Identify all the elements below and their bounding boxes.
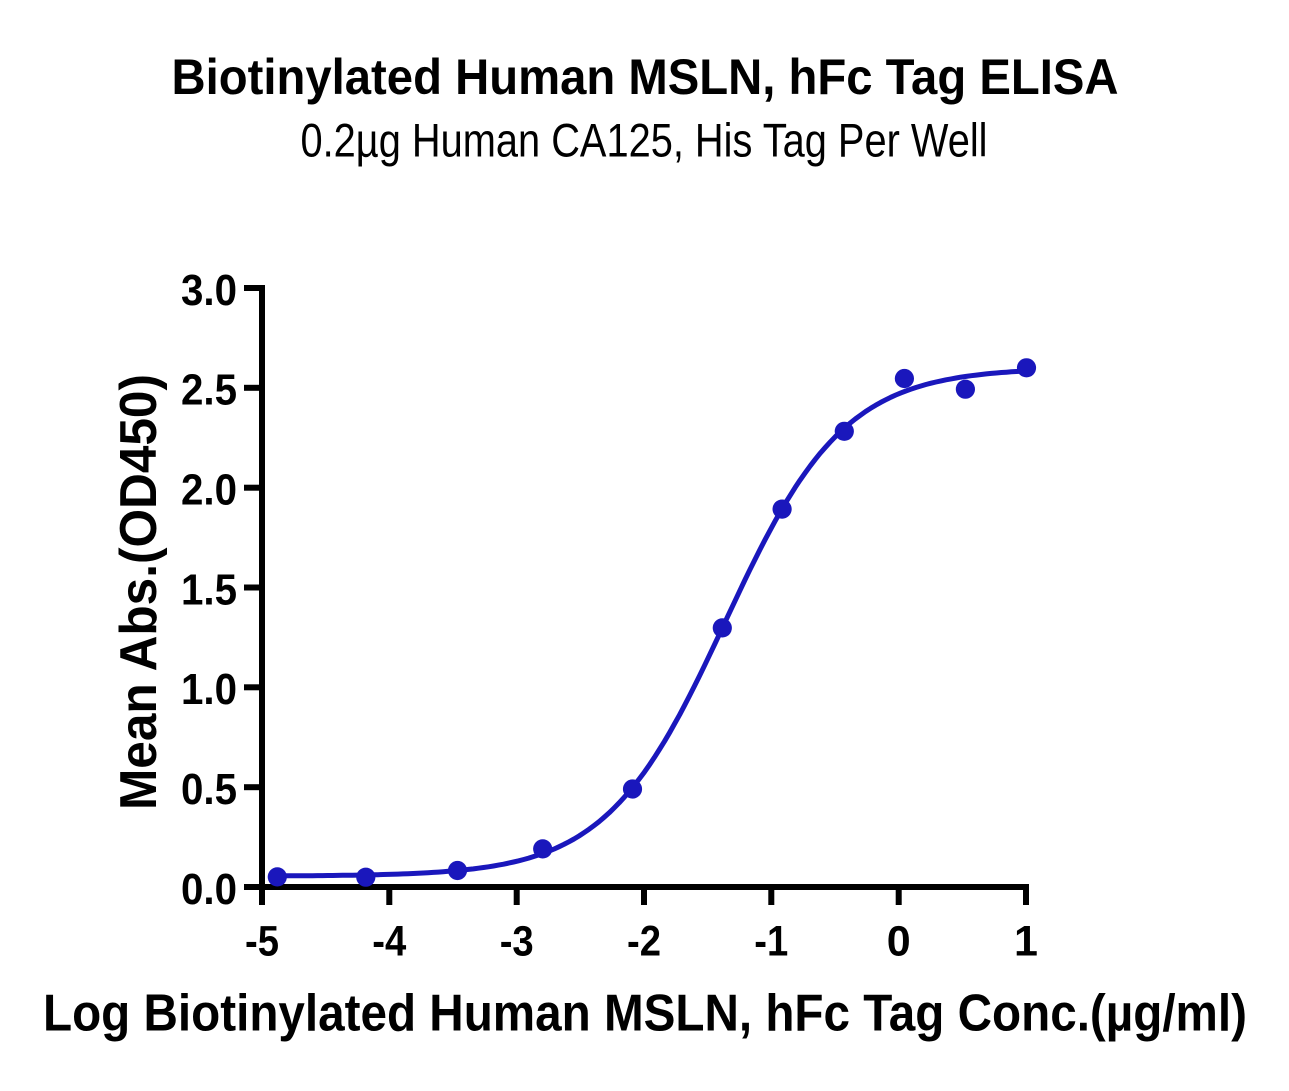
svg-text:3.0: 3.0	[181, 266, 237, 315]
svg-text:0: 0	[887, 918, 911, 966]
svg-text:-2: -2	[627, 918, 661, 966]
svg-text:Log Biotinylated Human MSLN, h: Log Biotinylated Human MSLN, hFc Tag Con…	[43, 985, 1247, 1043]
svg-text:Biotinylated Human MSLN, hFc T: Biotinylated Human MSLN, hFc Tag ELISA	[172, 49, 1119, 105]
svg-text:-3: -3	[500, 918, 534, 966]
svg-text:1: 1	[1014, 918, 1038, 966]
svg-text:1.5: 1.5	[181, 565, 237, 614]
svg-text:2.0: 2.0	[181, 466, 237, 515]
svg-text:0.0: 0.0	[181, 865, 237, 914]
svg-text:0.2µg Human CA125, His Tag Per: 0.2µg Human CA125, His Tag Per Well	[301, 114, 988, 167]
svg-text:-4: -4	[372, 918, 406, 966]
svg-text:-5: -5	[245, 918, 279, 966]
svg-text:1.0: 1.0	[181, 665, 237, 714]
svg-text:-1: -1	[754, 918, 788, 966]
svg-text:Mean Abs.(OD450): Mean Abs.(OD450)	[110, 374, 168, 810]
svg-text:0.5: 0.5	[181, 765, 237, 814]
svg-text:2.5: 2.5	[181, 366, 237, 415]
